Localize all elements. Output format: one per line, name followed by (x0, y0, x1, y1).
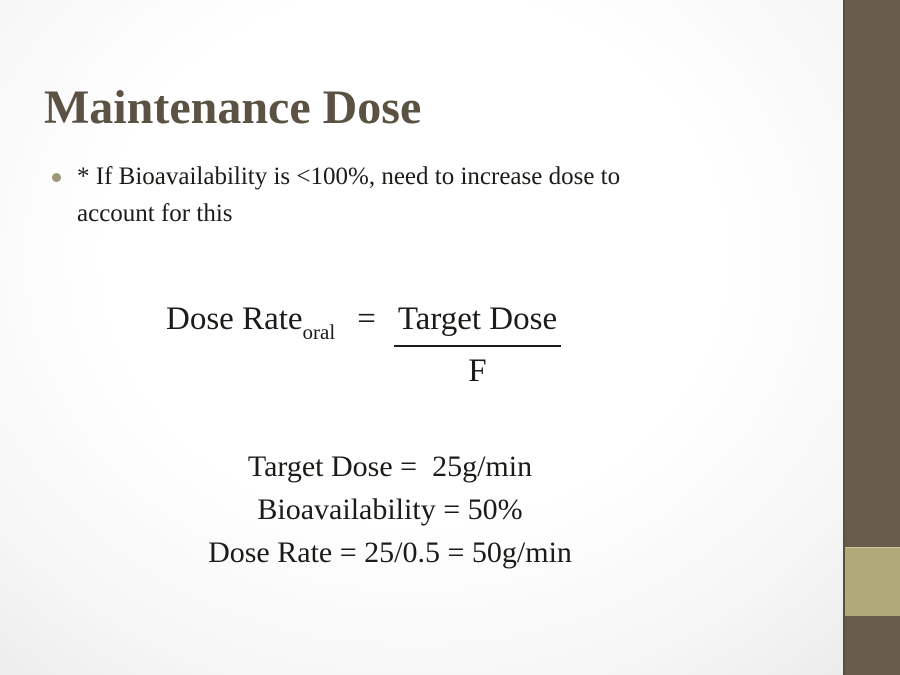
example-bioavailability: Bioavailability = 50% (257, 493, 523, 526)
bullet-text-line-1: * If Bioavailability is <100%, need to i… (77, 163, 621, 190)
bullet-item: * If Bioavailability is <100%, need to i… (48, 158, 808, 232)
sidebar-accent-block (845, 547, 900, 616)
slide-sidebar-band (843, 0, 900, 675)
example-calculations: Target Dose = 25g/min Bioavailability = … (0, 445, 780, 574)
dose-rate-formula: Dose Rateoral = Target Dose F (166, 299, 562, 391)
fraction-numerator: Target Dose (393, 299, 562, 347)
example-dose-rate: Dose Rate = 25/0.5 = 50g/min (208, 536, 572, 569)
bullet-dot-icon (52, 173, 61, 182)
formula-lhs-text: Dose Rate (166, 301, 303, 337)
formula-fraction: Target Dose F (393, 299, 562, 391)
bullet-text-line-2: account for this (77, 200, 233, 227)
formula-equals-sign: = (357, 301, 376, 337)
fraction-denominator: F (468, 353, 487, 389)
slide-title: Maintenance Dose (44, 81, 422, 135)
formula-lhs-subscript: oral (302, 320, 336, 344)
example-target-dose: Target Dose = 25g/min (247, 450, 533, 483)
formula-lhs: Dose Rateoral (166, 299, 336, 344)
bullet-text: * If Bioavailability is <100%, need to i… (77, 158, 808, 232)
